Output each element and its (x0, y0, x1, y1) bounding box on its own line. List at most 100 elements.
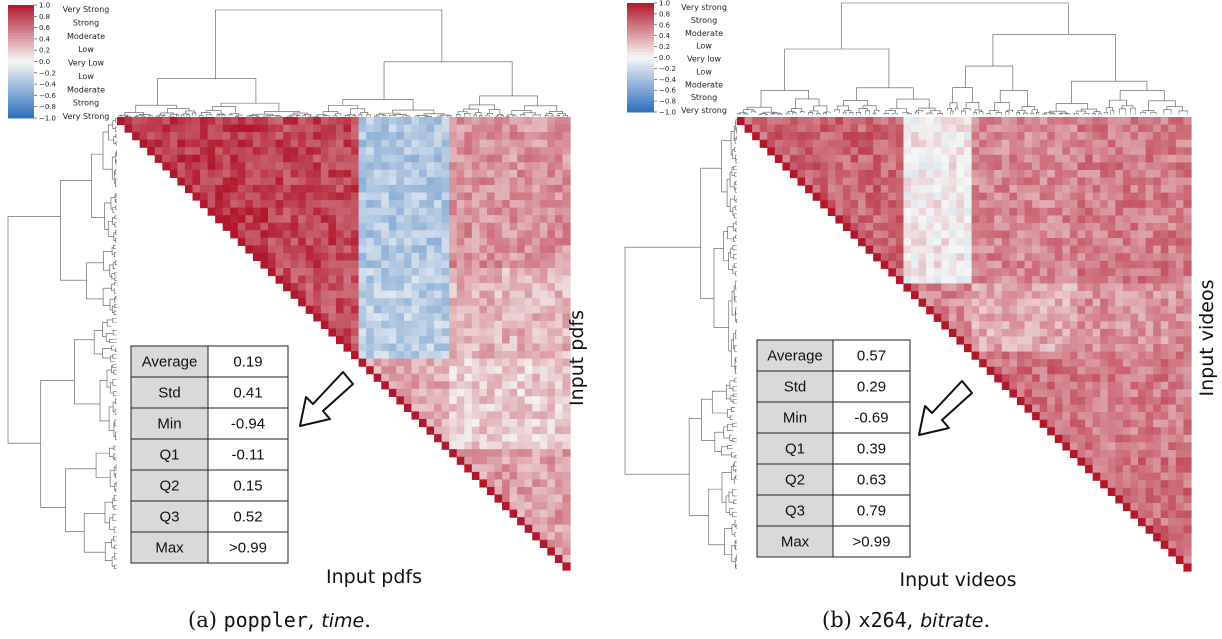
heatmap-cell (1153, 472, 1162, 481)
heatmap-cell (532, 419, 541, 428)
dendrogram-leaf (116, 431, 117, 441)
heatmap-cell (502, 419, 511, 428)
heatmap-cell (1032, 260, 1041, 269)
heatmap-cell (456, 207, 465, 216)
heatmap-cell (1032, 396, 1041, 406)
heatmap-cell (1092, 162, 1101, 171)
heatmap-cell (1168, 321, 1177, 330)
heatmap-cell (403, 207, 413, 216)
heatmap-cell (1100, 117, 1109, 126)
heatmap-cell (1032, 404, 1041, 413)
heatmap-cell (1032, 200, 1041, 209)
colorbar-swatch (627, 35, 654, 39)
heatmap-cell (1062, 389, 1071, 398)
heatmap-cell (320, 275, 329, 284)
heatmap-cell (956, 275, 965, 285)
heatmap-cell (373, 245, 382, 254)
heatmap-cell (865, 192, 874, 201)
heatmap-cell (396, 124, 405, 133)
heatmap-cell (517, 456, 526, 465)
heatmap-cell (373, 290, 382, 299)
heatmap-cell (797, 139, 806, 148)
heatmap-cell (539, 517, 548, 526)
heatmap-cell (1175, 207, 1185, 216)
heatmap-cell (1001, 238, 1010, 247)
heatmap-cell (562, 298, 571, 307)
colorbar-swatch (627, 103, 654, 108)
heatmap-cell (456, 320, 465, 329)
heatmap-cell (449, 449, 458, 458)
heatmap-cell (994, 374, 1003, 383)
heatmap-cell (1054, 253, 1063, 262)
heatmap-cell (411, 260, 420, 269)
heatmap-cell (328, 320, 337, 329)
heatmap-cell (1107, 162, 1116, 171)
heatmap-cell (805, 139, 814, 148)
heatmap-cell (449, 200, 458, 209)
heatmap-cell (200, 154, 209, 163)
colorbar-swatch (627, 76, 654, 80)
heatmap-cell (328, 192, 337, 201)
heatmap-cell (215, 192, 224, 201)
heatmap-cell (147, 147, 156, 156)
dendrogram-link (182, 113, 189, 115)
heatmap-cell (388, 328, 397, 337)
heatmap-cell (986, 192, 995, 201)
heatmap-cell (411, 298, 420, 307)
heatmap-cell (994, 344, 1003, 353)
heatmap-cell (532, 358, 541, 367)
heatmap-cell (986, 306, 995, 315)
heatmap-cell (1039, 147, 1048, 156)
heatmap-cell (933, 275, 942, 285)
heatmap-cell (547, 260, 556, 269)
colorbar-swatch (8, 98, 34, 102)
dendrogram-link (333, 115, 338, 117)
heatmap-cell (471, 184, 480, 194)
heatmap-cell (1183, 389, 1192, 398)
colorbar-swatch (8, 38, 34, 43)
heatmap-cell (517, 464, 526, 473)
dendrogram-link (115, 295, 117, 300)
heatmap-cell (275, 275, 284, 284)
heatmap-cell (1069, 291, 1079, 300)
heatmap-cell (1107, 336, 1116, 345)
heatmap-cell (1153, 139, 1162, 148)
heatmap-cell (994, 132, 1003, 141)
heatmap-cell (1153, 169, 1162, 179)
heatmap-cell (895, 117, 905, 126)
heatmap-cell (554, 373, 564, 382)
heatmap-cell (1001, 147, 1010, 156)
heatmap-cell (449, 283, 458, 292)
dendrogram-link (135, 104, 177, 113)
heatmap-cell (1168, 427, 1177, 436)
heatmap-cell (524, 471, 533, 480)
heatmap-cell (1183, 169, 1192, 179)
heatmap-cell (1100, 328, 1109, 338)
heatmap-cell (1145, 222, 1154, 232)
heatmap-cell (1054, 344, 1063, 353)
heatmap-cell (230, 162, 239, 171)
heatmap-cell (1092, 192, 1101, 201)
heatmap-cell (1122, 502, 1132, 512)
heatmap-cell (827, 132, 836, 141)
heatmap-cell (1122, 169, 1132, 179)
heatmap-cell (366, 335, 375, 345)
heatmap-cell (494, 268, 503, 277)
heatmap-cell (509, 449, 518, 458)
heatmap-cell (290, 154, 299, 163)
heatmap-cell (252, 230, 262, 239)
heatmap-cell (426, 419, 435, 428)
heatmap-cell (547, 547, 556, 556)
heatmap-cell (298, 162, 307, 171)
heatmap-cell (918, 260, 927, 269)
heatmap-cell (403, 268, 413, 277)
heatmap-cell (1115, 313, 1124, 322)
heatmap-cell (1069, 306, 1079, 315)
heatmap-cell (471, 343, 480, 352)
heatmap-cell (880, 124, 889, 133)
heatmap-cell (200, 184, 209, 194)
heatmap-cell (1032, 230, 1041, 239)
heatmap-cell (547, 200, 556, 209)
dendrogram-link (1049, 110, 1066, 114)
heatmap-cell (396, 343, 405, 352)
